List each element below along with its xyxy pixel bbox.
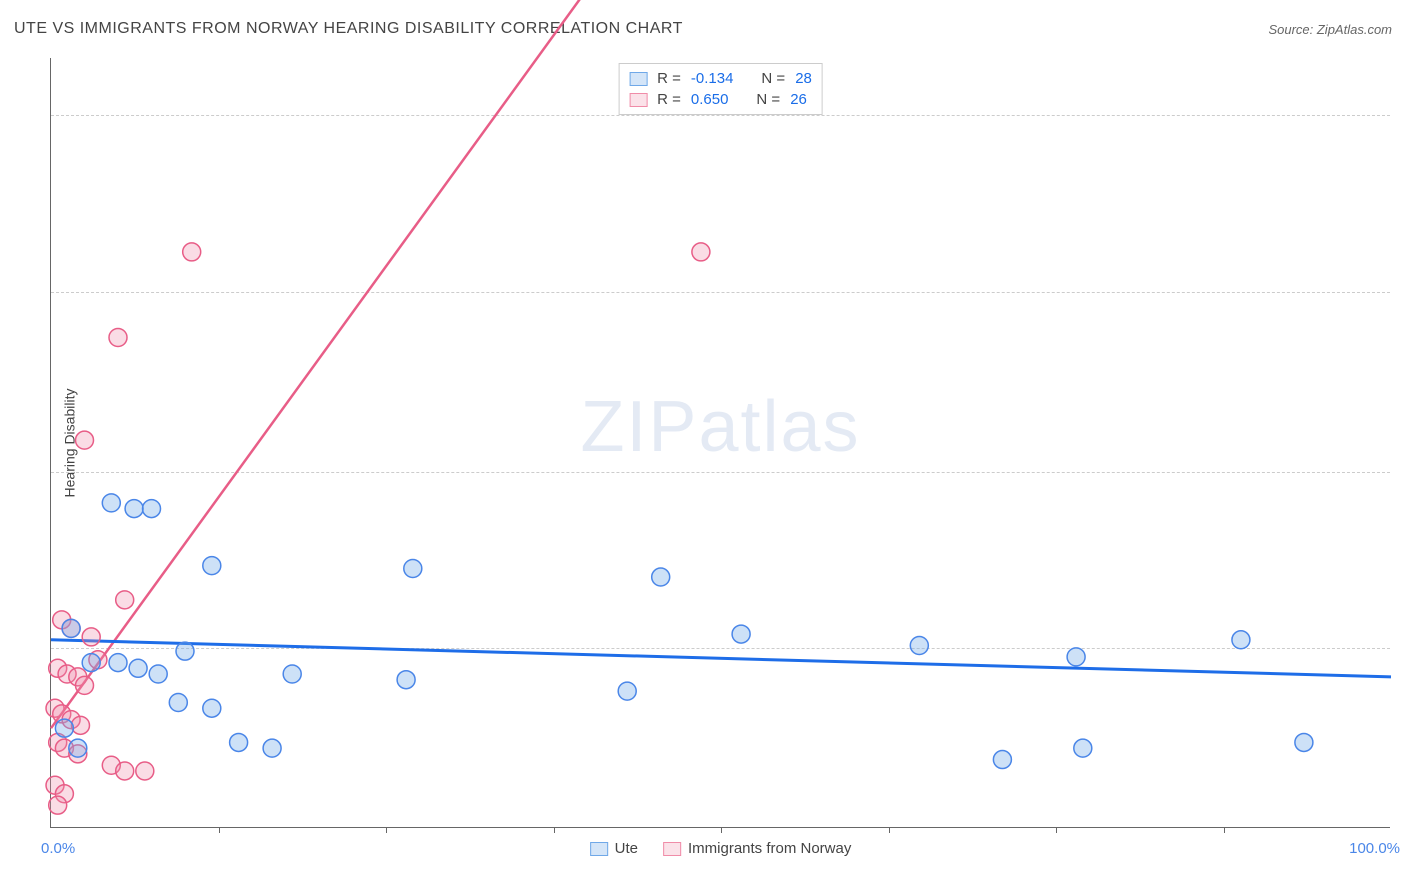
legend-swatch-blue xyxy=(590,842,608,856)
legend-series-label: Ute xyxy=(615,840,638,857)
plot-frame: ZIPatlas 6.3%12.5%18.8%25.0% R =-0.134N … xyxy=(50,58,1390,828)
y-tick-label: 25.0% xyxy=(1397,108,1406,125)
r-value: 0.650 xyxy=(691,91,729,108)
y-tick-label: 6.3% xyxy=(1397,641,1406,658)
n-label: N = xyxy=(756,91,780,108)
y-tick-label: 18.8% xyxy=(1397,284,1406,301)
points-blue xyxy=(55,494,1313,769)
chart-header: UTE VS IMMIGRANTS FROM NORWAY HEARING DI… xyxy=(14,20,1392,38)
n-value: 26 xyxy=(790,91,807,108)
y-tick-label: 12.5% xyxy=(1397,464,1406,481)
x-axis-min-label: 0.0% xyxy=(41,840,75,857)
r-value: -0.134 xyxy=(691,70,734,87)
points-pink xyxy=(46,243,710,814)
n-value: 28 xyxy=(795,70,812,87)
legend-correlation-row: R = -0.134 N = 28 xyxy=(629,68,812,89)
legend-series-label: Immigrants from Norway xyxy=(688,840,851,857)
n-label: N = xyxy=(761,70,785,87)
x-axis-max-label: 100.0% xyxy=(1349,840,1400,857)
r-label: R = xyxy=(657,91,681,108)
legend-swatch-blue xyxy=(629,72,647,86)
legend-series-item: Ute xyxy=(590,840,638,857)
legend-correlation-row: R = 0.650 N = 26 xyxy=(629,89,812,110)
legend-swatch-pink xyxy=(629,93,647,107)
legend-correlation-box: R = -0.134 N = 28 R = 0.650 N = 26 xyxy=(618,63,823,115)
legend-swatch-pink xyxy=(663,842,681,856)
chart-source: Source: ZipAtlas.com xyxy=(1268,22,1392,37)
plot-svg xyxy=(51,58,1391,828)
r-label: R = xyxy=(657,70,681,87)
legend-series: Ute Immigrants from Norway xyxy=(590,840,852,857)
chart-title: UTE VS IMMIGRANTS FROM NORWAY HEARING DI… xyxy=(14,20,683,38)
legend-series-item: Immigrants from Norway xyxy=(663,840,851,857)
chart-area: Hearing Disability ZIPatlas 6.3%12.5%18.… xyxy=(50,58,1390,828)
